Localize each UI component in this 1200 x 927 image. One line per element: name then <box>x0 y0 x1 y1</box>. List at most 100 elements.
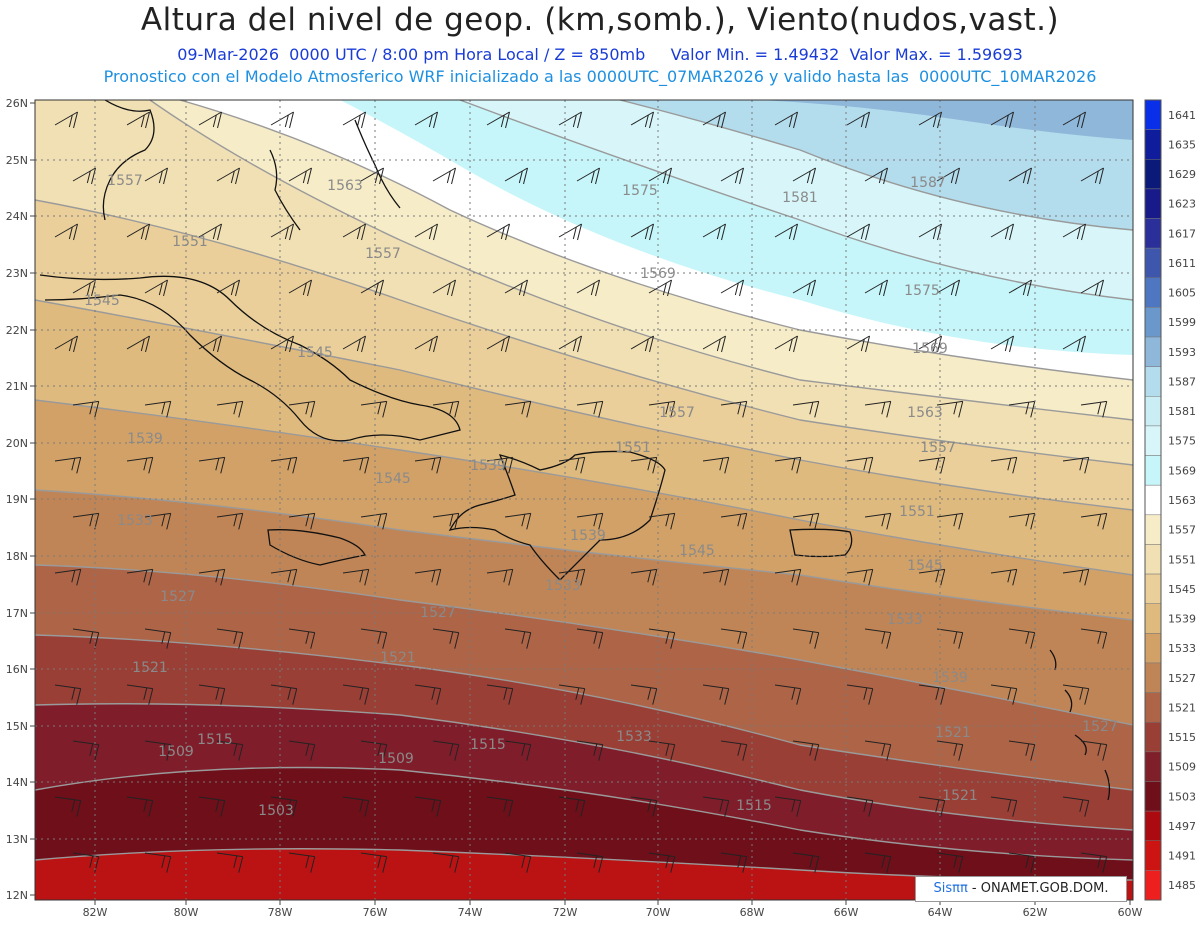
wind-barb <box>990 684 1018 705</box>
colorbar-label: 1575 <box>1168 435 1196 448</box>
lon-label: 74W <box>458 906 483 919</box>
wind-barb <box>144 740 172 761</box>
lat-label: 23N <box>6 267 28 280</box>
contour-label: 1569 <box>912 341 948 357</box>
wind-barb <box>288 852 316 873</box>
colorbar-swatch <box>1144 692 1162 723</box>
colorbar-label: 1605 <box>1168 287 1196 300</box>
wind-barbs <box>54 111 1108 873</box>
wind-barb <box>1080 628 1108 649</box>
wind-barb <box>342 796 370 817</box>
wind-barb <box>342 335 367 353</box>
wind-barb <box>864 852 892 873</box>
lon-label: 72W <box>553 906 578 919</box>
wind-barb <box>990 568 1018 586</box>
wind-barb <box>558 684 586 705</box>
wind-barb <box>54 111 79 129</box>
wind-barb <box>702 223 727 241</box>
wind-barb <box>1008 512 1036 530</box>
contour-label: 1509 <box>378 751 414 767</box>
wind-barb <box>270 796 298 817</box>
wind-barb <box>774 568 802 586</box>
lat-label: 25N <box>6 154 28 167</box>
colorbar-swatch <box>1144 307 1162 338</box>
wind-barb <box>198 335 223 353</box>
wind-barb <box>720 279 745 297</box>
lat-lon-grid <box>35 100 1133 900</box>
colorbar-swatch <box>1144 99 1162 130</box>
wind-barb <box>702 568 730 586</box>
credit-brand-suffix: ππ <box>952 881 968 896</box>
colorbar-swatch <box>1144 870 1162 901</box>
wind-barb <box>54 684 82 705</box>
lat-label: 15N <box>6 720 28 733</box>
wind-barb <box>774 335 799 353</box>
wind-barb <box>846 684 874 705</box>
colorbar-swatch <box>1144 366 1162 397</box>
lon-label: 80W <box>174 906 199 919</box>
colorbar-swatch <box>1144 247 1162 279</box>
contour-label: 1539 <box>470 458 506 474</box>
wind-barb <box>288 512 316 530</box>
wind-barb <box>702 684 730 705</box>
colorbar-swatch <box>1144 129 1162 160</box>
wind-barb <box>576 400 604 418</box>
wind-barb <box>1062 568 1090 586</box>
wind-barb <box>144 400 172 418</box>
colorbar-label: 1551 <box>1168 553 1196 566</box>
wind-barb <box>576 628 604 649</box>
wind-barb <box>414 568 442 586</box>
wind-barb <box>846 111 871 129</box>
wind-barb <box>414 796 442 817</box>
colorbar-label: 1539 <box>1168 613 1196 626</box>
wind-barb <box>630 223 655 241</box>
wind-barb <box>1080 512 1108 530</box>
wind-barb <box>126 568 154 586</box>
wind-barb <box>216 400 244 418</box>
wind-barb <box>72 740 100 761</box>
wind-barb <box>936 167 961 185</box>
wind-barb <box>342 684 370 705</box>
wind-barb <box>126 223 151 241</box>
wind-barb <box>648 400 676 418</box>
wind-barb <box>630 568 658 586</box>
wind-barb <box>990 223 1015 241</box>
wind-barb <box>648 852 676 873</box>
lon-label: 82W <box>83 906 108 919</box>
wind-barb <box>432 167 457 185</box>
map-title: Altura del nivel de geop. (km,somb.), Vi… <box>140 2 1060 38</box>
contour-label: 1557 <box>365 246 401 262</box>
colorbar-label: 1533 <box>1168 642 1196 655</box>
colorbar-label: 1527 <box>1168 672 1196 685</box>
wind-barb <box>1062 111 1087 129</box>
colorbar-swatch <box>1144 218 1162 249</box>
wind-barb <box>846 568 874 586</box>
wind-barb <box>72 279 97 297</box>
wind-barb <box>486 335 511 353</box>
geopotential-field <box>35 100 1133 900</box>
wind-barb <box>792 512 820 530</box>
lat-label: 22N <box>6 324 28 337</box>
colorbar-swatch <box>1144 840 1162 871</box>
wind-barb <box>774 111 799 129</box>
contour-label: 1545 <box>907 558 943 574</box>
wind-barb <box>558 335 583 353</box>
wind-barb <box>936 279 961 297</box>
wind-barb <box>792 400 820 418</box>
wind-barb <box>270 456 298 474</box>
wind-barb <box>270 111 295 129</box>
wind-barb <box>360 852 388 873</box>
wind-barb <box>270 684 298 705</box>
wind-barb <box>216 512 244 530</box>
wind-barb <box>648 628 676 649</box>
wind-barb <box>1080 400 1108 418</box>
contour-labels: 1557 1563 1575 1581 1587 1551 1557 1569 1575 1545… <box>84 173 1118 819</box>
contour-label: 1533 <box>545 578 581 594</box>
wind-barb <box>216 628 244 649</box>
wind-barb <box>864 167 889 185</box>
wind-barb <box>1008 628 1036 649</box>
wind-barb <box>432 628 460 649</box>
colorbar-label: 1503 <box>1168 790 1196 803</box>
contour-label: 1563 <box>327 178 363 194</box>
map-subtitle-time: 09-Mar-2026 0000 UTC / 8:00 pm Hora Loca… <box>177 45 1023 64</box>
